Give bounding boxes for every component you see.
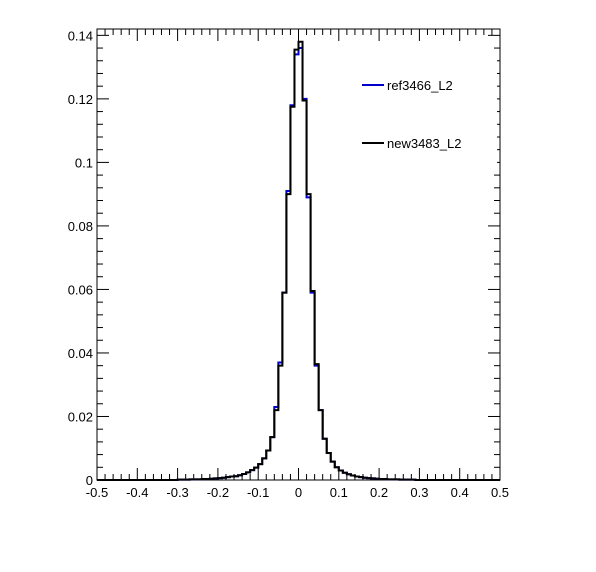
x-tick-label: -0.4 <box>126 485 148 500</box>
legend-label: new3483_L2 <box>387 136 461 151</box>
legend-box <box>357 59 497 170</box>
legend-label: ref3466_L2 <box>387 78 453 93</box>
y-tick-label: 0.04 <box>68 346 93 361</box>
x-tick-label: 0.4 <box>451 485 469 500</box>
y-tick-label: 0.06 <box>68 282 93 297</box>
x-tick-label: -0.1 <box>247 485 269 500</box>
x-tick-label: 0.2 <box>370 485 388 500</box>
series-line-new3483_L2 <box>97 40 500 481</box>
x-tick-label: -0.3 <box>166 485 188 500</box>
x-tick-label: -0.2 <box>207 485 229 500</box>
axis-ticks: -0.5 -0.4 -0.3 -0.2 -0.1 0 0.1 0.2 0.3 0.4 0.5 0 0.0… <box>68 28 509 500</box>
y-tick-label: 0.1 <box>75 155 93 170</box>
y-tick-label: 0.14 <box>68 28 93 43</box>
y-tick-label: 0 <box>86 473 93 488</box>
x-tick-label: 0.5 <box>491 485 509 500</box>
x-tick-label: 0.3 <box>410 485 428 500</box>
x-tick-label: 0.1 <box>330 485 348 500</box>
series-group <box>97 40 500 481</box>
x-tick-label: 0 <box>295 485 302 500</box>
y-tick-label: 0.02 <box>68 409 93 424</box>
legend: ref3466_L2 new3483_L2 <box>357 59 497 170</box>
y-tick-label: 0.08 <box>68 219 93 234</box>
x-tick-label: -0.5 <box>86 485 108 500</box>
y-tick-label: 0.12 <box>68 92 93 107</box>
